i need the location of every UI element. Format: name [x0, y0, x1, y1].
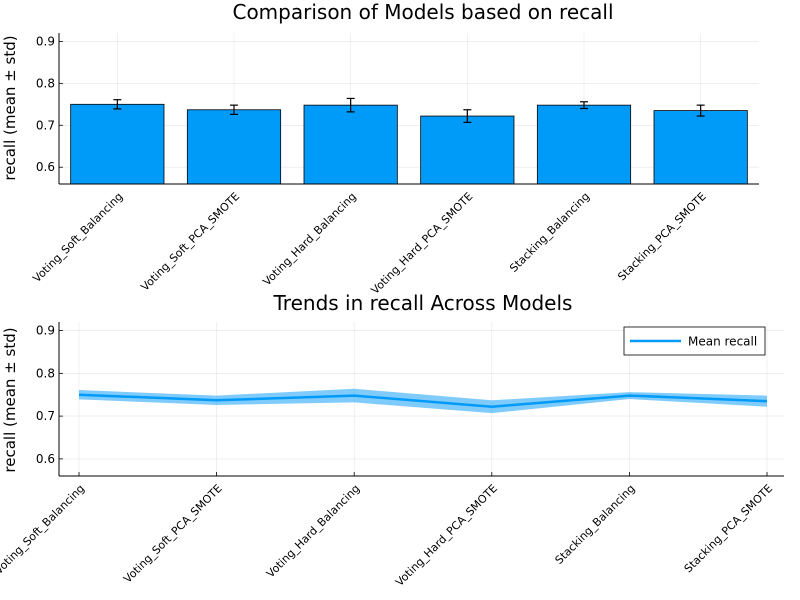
legend: Mean recall — [623, 326, 766, 356]
x-tick-label: Stacking_Balancing — [553, 482, 638, 567]
x-tick-label: Voting_Hard_PCA_SMOTE — [393, 482, 500, 589]
x-tick-label: Voting_Hard_PCA_SMOTE — [369, 190, 476, 297]
bar — [186, 109, 282, 185]
y-tick-label: 0.8 — [36, 366, 55, 380]
y-tick-labels: 0.6 0.7 0.8 0.9 — [36, 324, 55, 466]
bars — [70, 103, 748, 185]
bar — [653, 110, 748, 185]
x-tick-label: Stacking_PCA_SMOTE — [615, 190, 708, 283]
x-tick-label: Voting_Soft_PCA_SMOTE — [121, 482, 225, 586]
y-axis-label: recall (mean ± std) — [1, 35, 19, 180]
y-tick-label: 0.6 — [36, 160, 55, 174]
legend-label: Mean recall — [688, 335, 757, 349]
x-tick-label: Voting_Soft_Balancing — [0, 482, 87, 577]
bar — [420, 115, 515, 185]
y-tick-labels: 0.6 0.7 0.8 0.9 — [36, 34, 55, 174]
x-tick-label: Stacking_PCA_SMOTE — [682, 482, 775, 575]
x-tick-label: Voting_Soft_Balancing — [30, 190, 125, 285]
y-axis-label: recall (mean ± std) — [1, 327, 19, 472]
chart-title: Trends in recall Across Models — [273, 291, 573, 315]
mean-line — [78, 393, 768, 408]
x-tick-label: Stacking_Balancing — [507, 190, 592, 275]
error-bars — [113, 97, 705, 123]
y-tick-label: 0.9 — [36, 324, 55, 338]
y-tick-label: 0.9 — [36, 34, 55, 48]
axes — [58, 322, 784, 477]
x-tick-label: Voting_Hard_Balancing — [264, 482, 362, 580]
bar — [70, 103, 165, 185]
chart-title: Comparison of Models based on recall — [232, 0, 613, 24]
x-tick-label: Voting_Soft_PCA_SMOTE — [138, 190, 242, 294]
series-line — [78, 393, 768, 408]
y-tick-label: 0.8 — [36, 76, 55, 90]
axes — [58, 33, 759, 185]
y-tick-label: 0.7 — [36, 409, 55, 423]
x-tick-labels: Voting_Soft_Balancing Voting_Soft_PCA_SMO… — [30, 190, 709, 297]
y-tick-label: 0.7 — [36, 118, 55, 132]
x-tick-label: Voting_Hard_Balancing — [260, 190, 358, 288]
x-tick-labels: Voting_Soft_Balancing Voting_Soft_PCA_SMO… — [0, 482, 775, 589]
y-tick-label: 0.6 — [36, 452, 55, 466]
bar-chart: Comparison of Models based on recall rec… — [1, 0, 759, 297]
line-chart: Trends in recall Across Models recall (m… — [0, 291, 784, 589]
bar — [536, 104, 632, 185]
bar — [303, 104, 398, 185]
